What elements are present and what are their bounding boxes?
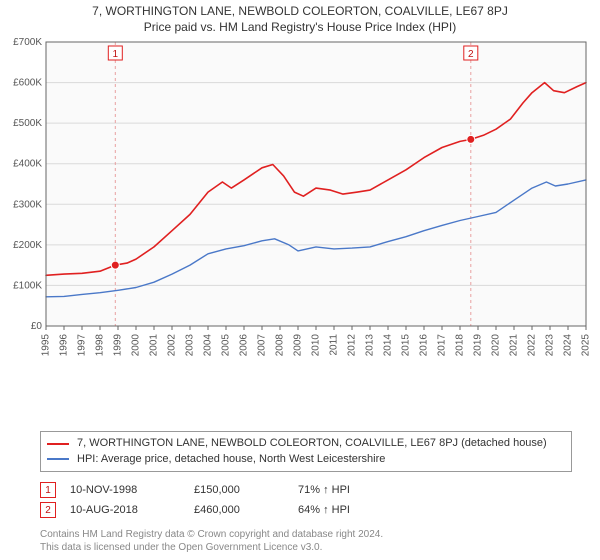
svg-text:2012: 2012	[347, 334, 358, 357]
chart-container: 7, WORTHINGTON LANE, NEWBOLD COLEORTON, …	[0, 0, 600, 560]
legend-row: 7, WORTHINGTON LANE, NEWBOLD COLEORTON, …	[47, 436, 565, 451]
svg-text:2003: 2003	[185, 334, 196, 357]
svg-text:2006: 2006	[239, 334, 250, 357]
svg-text:2010: 2010	[311, 334, 322, 357]
title-block: 7, WORTHINGTON LANE, NEWBOLD COLEORTON, …	[0, 0, 600, 36]
footer-line-1: Contains HM Land Registry data © Crown c…	[40, 528, 572, 541]
sale-badge: 1	[40, 482, 56, 498]
svg-text:1995: 1995	[41, 334, 52, 357]
svg-text:£0: £0	[31, 321, 43, 332]
sale-marker-table: 1 10-NOV-1998 £150,000 71% ↑ HPI 2 10-AUG-201…	[40, 478, 572, 522]
svg-text:2016: 2016	[419, 334, 430, 357]
svg-text:£100K: £100K	[13, 280, 42, 291]
sale-pct: 64% ↑ HPI	[298, 504, 418, 516]
svg-text:£400K: £400K	[13, 159, 42, 170]
svg-text:1998: 1998	[95, 334, 106, 357]
sale-badge: 2	[40, 502, 56, 518]
sale-price: £460,000	[194, 504, 284, 516]
chart-svg: £0 £100K £200K £300K £400K £500K £600K £700K 199…	[0, 36, 600, 366]
sale-date: 10-AUG-2018	[70, 504, 180, 516]
svg-text:£600K: £600K	[13, 78, 42, 89]
svg-text:2025: 2025	[581, 334, 592, 357]
sale-row: 1 10-NOV-1998 £150,000 71% ↑ HPI	[40, 482, 572, 498]
title-subtitle: Price paid vs. HM Land Registry's House …	[8, 20, 592, 34]
svg-text:2013: 2013	[365, 334, 376, 357]
legend-label: 7, WORTHINGTON LANE, NEWBOLD COLEORTON, …	[77, 436, 547, 451]
svg-text:1997: 1997	[77, 334, 88, 357]
svg-text:2007: 2007	[257, 334, 268, 357]
svg-text:2: 2	[468, 49, 474, 60]
svg-text:2022: 2022	[527, 334, 538, 357]
title-address: 7, WORTHINGTON LANE, NEWBOLD COLEORTON, …	[8, 4, 592, 18]
svg-text:2009: 2009	[293, 334, 304, 357]
chart-plot: £0 £100K £200K £300K £400K £500K £600K £700K 199…	[0, 36, 600, 427]
svg-text:1999: 1999	[113, 334, 124, 357]
svg-text:2000: 2000	[131, 334, 142, 357]
svg-text:2015: 2015	[401, 334, 412, 357]
svg-text:2011: 2011	[329, 334, 340, 356]
svg-text:2020: 2020	[491, 334, 502, 357]
svg-text:£200K: £200K	[13, 240, 42, 251]
svg-text:1996: 1996	[59, 334, 70, 357]
svg-text:2005: 2005	[221, 334, 232, 357]
sale-pct: 71% ↑ HPI	[298, 484, 418, 496]
legend-swatch	[47, 443, 69, 445]
svg-text:£300K: £300K	[13, 199, 42, 210]
legend-swatch	[47, 458, 69, 460]
footer-line-2: This data is licensed under the Open Gov…	[40, 541, 572, 554]
svg-text:2018: 2018	[455, 334, 466, 357]
sale-price: £150,000	[194, 484, 284, 496]
svg-text:1: 1	[113, 49, 119, 60]
svg-text:2014: 2014	[383, 334, 394, 357]
sale-date: 10-NOV-1998	[70, 484, 180, 496]
sale-row: 2 10-AUG-2018 £460,000 64% ↑ HPI	[40, 502, 572, 518]
svg-text:£500K: £500K	[13, 118, 42, 129]
svg-text:2001: 2001	[149, 334, 160, 357]
svg-text:2023: 2023	[545, 334, 556, 357]
legend: 7, WORTHINGTON LANE, NEWBOLD COLEORTON, …	[40, 431, 572, 472]
svg-text:2019: 2019	[473, 334, 484, 357]
svg-text:£700K: £700K	[13, 37, 42, 48]
legend-label: HPI: Average price, detached house, Nort…	[77, 452, 385, 467]
svg-text:2004: 2004	[203, 334, 214, 357]
svg-text:2002: 2002	[167, 334, 178, 357]
svg-text:2021: 2021	[509, 334, 520, 357]
legend-row: HPI: Average price, detached house, Nort…	[47, 452, 565, 467]
svg-text:2024: 2024	[563, 334, 574, 357]
svg-text:2017: 2017	[437, 334, 448, 357]
footer-attribution: Contains HM Land Registry data © Crown c…	[40, 528, 572, 554]
svg-text:2008: 2008	[275, 334, 286, 357]
